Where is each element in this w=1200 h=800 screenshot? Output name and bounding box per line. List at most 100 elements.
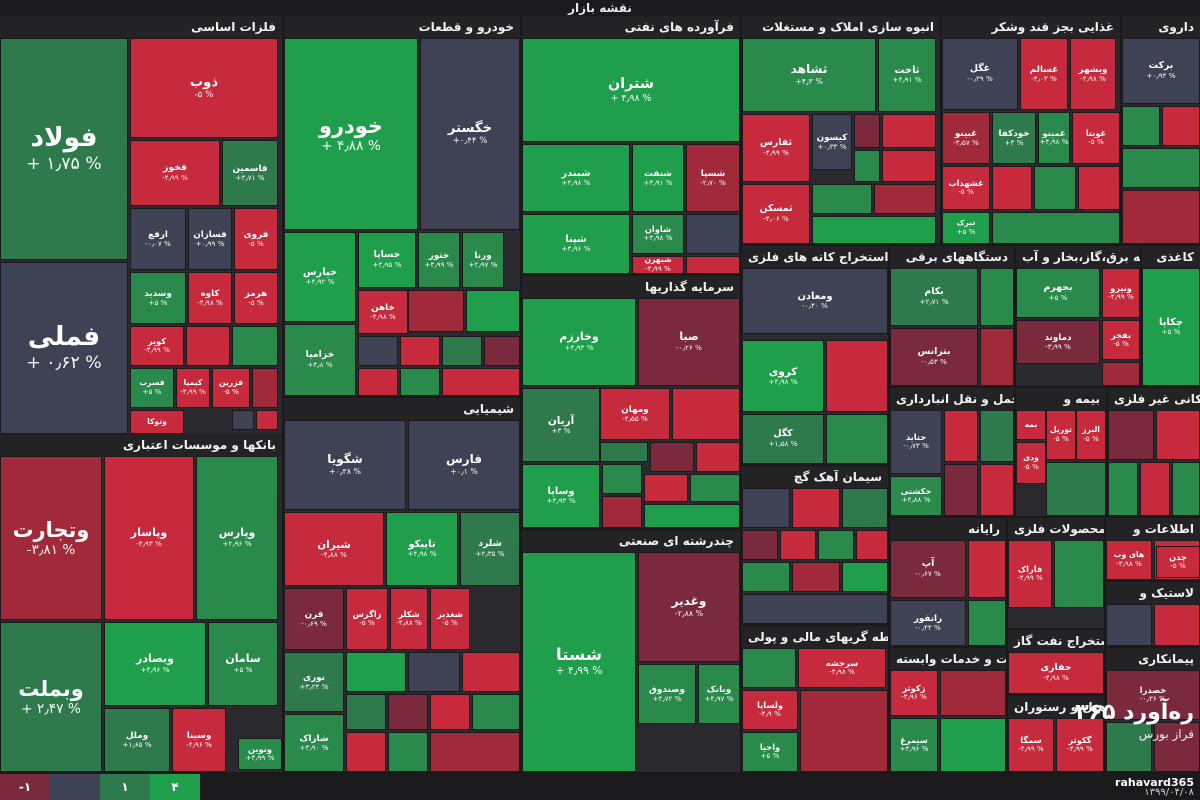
sector-title[interactable]: فلزات اساسی [0, 16, 282, 38]
stock-tile-unlabeled[interactable] [256, 410, 278, 430]
stock-tile[interactable]: سرجشه -۴٫۹۸ % [798, 648, 886, 688]
stock-tile-unlabeled[interactable] [980, 268, 1014, 326]
stock-tile-unlabeled[interactable] [980, 328, 1014, 386]
stock-tile[interactable]: غسالم -۴٫۰۳ % [1020, 38, 1068, 110]
stock-tile[interactable]: کروی +۴٫۹۸ % [742, 340, 824, 412]
stock-tile-unlabeled[interactable] [388, 694, 428, 730]
stock-tile[interactable]: ونیرو -۴٫۹۹ % [1102, 268, 1140, 318]
stock-tile[interactable]: شبهرن -۴٫۹۹ % [632, 256, 684, 274]
stock-tile-unlabeled[interactable] [400, 336, 440, 366]
stock-tile[interactable]: شسپا -۲٫۷۰ % [686, 144, 740, 212]
stock-tile[interactable]: وسدید +۵ % [130, 272, 186, 324]
stock-tile-unlabeled[interactable] [408, 290, 464, 332]
stock-tile[interactable]: سمگا -۴٫۹۹ % [1008, 718, 1054, 772]
stock-tile[interactable]: واحیا +۵ % [742, 732, 798, 772]
stock-tile-unlabeled[interactable] [882, 114, 936, 148]
stock-tile-unlabeled[interactable] [462, 652, 520, 692]
stock-tile[interactable]: ثاخت +۴٫۹۱ % [878, 38, 936, 112]
stock-tile[interactable]: وسینا -۴٫۹۶ % [172, 708, 226, 772]
stock-tile[interactable]: ثمسکن -۴٫۰۶ % [742, 184, 810, 244]
sector-title[interactable]: محصولات فلزی [1008, 518, 1104, 540]
stock-tile-unlabeled[interactable] [826, 414, 888, 464]
stock-tile[interactable]: صبا -۰٫۲۶ % [638, 298, 740, 386]
stock-tile[interactable]: زاگرس -۵ % [346, 588, 388, 650]
stock-tile-unlabeled[interactable] [742, 562, 790, 592]
stock-tile[interactable]: بفجر -۵ % [1102, 320, 1140, 360]
stock-tile-unlabeled[interactable] [854, 114, 880, 148]
stock-tile-unlabeled[interactable] [854, 150, 880, 182]
sector-title[interactable]: سرمایه گذاریها [522, 276, 740, 298]
stock-tile[interactable]: ثفارس -۴٫۹۹ % [742, 114, 810, 182]
sector-title[interactable]: رایانه [890, 518, 1006, 540]
stock-tile[interactable]: کاوه -۴٫۹۸ % [188, 272, 232, 324]
stock-tile[interactable]: ارفع -۰٫۰۷ % [130, 208, 186, 270]
stock-tile-unlabeled[interactable] [742, 648, 796, 688]
stock-tile[interactable]: فسازان +۰٫۹۹ % [188, 208, 232, 270]
stock-tile[interactable]: کویر -۴٫۹۹ % [130, 326, 184, 366]
stock-tile[interactable]: کیسون +۰٫۳۳ % [812, 114, 852, 170]
stock-tile[interactable]: شتران + ۴٫۹۸ % [522, 38, 740, 142]
stock-tile[interactable]: خودرو + ۴٫۸۸ % [284, 38, 418, 230]
stock-tile[interactable]: ونوین +۴٫۹۹ % [238, 738, 282, 770]
stock-tile-unlabeled[interactable] [346, 732, 386, 772]
stock-tile-unlabeled[interactable] [346, 694, 386, 730]
stock-tile-unlabeled[interactable] [1108, 410, 1154, 460]
stock-tile-unlabeled[interactable] [358, 368, 398, 396]
stock-tile-unlabeled[interactable] [780, 530, 816, 560]
stock-tile-unlabeled[interactable] [940, 718, 1006, 772]
stock-tile[interactable]: فروی -۵ % [234, 208, 278, 270]
stock-tile[interactable]: ودی -۵ % [1016, 442, 1046, 484]
stock-tile-unlabeled[interactable] [812, 184, 872, 214]
sector-title[interactable]: خودرو و قطعات [284, 16, 520, 38]
stock-tile-unlabeled[interactable] [644, 504, 740, 528]
sector-title[interactable]: شیمیایی [284, 398, 520, 420]
stock-tile[interactable]: غشهداب -۵ % [942, 166, 990, 210]
stock-tile[interactable]: خپارس +۴٫۹۲ % [284, 232, 356, 322]
stock-tile[interactable]: وبصادر +۴٫۹۶ % [104, 622, 206, 706]
stock-tile-unlabeled[interactable] [980, 464, 1014, 516]
stock-tile[interactable]: بکام +۲٫۷۱ % [890, 268, 978, 326]
stock-tile-unlabeled[interactable] [1034, 166, 1076, 210]
stock-tile[interactable]: غگل -۰٫۳۹ % [942, 38, 1018, 110]
stock-tile[interactable]: شاوان +۴٫۹۸ % [632, 214, 684, 254]
stock-tile-unlabeled[interactable] [1122, 148, 1200, 188]
stock-tile-unlabeled[interactable] [602, 464, 642, 494]
stock-tile[interactable]: نوری +۳٫۲۴ % [284, 652, 344, 712]
stock-tile-unlabeled[interactable] [742, 530, 778, 560]
stock-tile-unlabeled[interactable] [400, 368, 440, 396]
stock-tile-unlabeled[interactable] [818, 530, 854, 560]
stock-tile-unlabeled[interactable] [472, 694, 520, 730]
stock-tile[interactable]: فسرب +۵ % [130, 368, 174, 408]
stock-tile-unlabeled[interactable] [442, 336, 482, 366]
stock-tile[interactable]: ختور +۴٫۹۹ % [418, 232, 460, 288]
stock-tile[interactable]: های وب -۴٫۹۸ % [1106, 540, 1152, 580]
stock-tile[interactable]: خگستر +۰٫۴۴ % [420, 38, 520, 230]
stock-tile[interactable]: شیران -۴٫۸۸ % [284, 512, 384, 586]
stock-tile[interactable]: شگویا +۰٫۳۸ % [284, 420, 406, 510]
stock-tile[interactable]: خاهن -۴٫۹۸ % [358, 290, 408, 334]
stock-tile[interactable]: خودکفا +۳ % [992, 112, 1036, 164]
sector-title[interactable]: زراعت و خدمات وابسته [890, 648, 1006, 670]
stock-tile[interactable]: کیمیا -۴٫۹۹ % [176, 368, 210, 408]
stock-tile[interactable]: فخوز -۴٫۹۹ % [130, 140, 220, 206]
stock-tile-unlabeled[interactable] [940, 670, 1006, 716]
stock-tile[interactable]: دماوند -۳٫۹۹ % [1016, 320, 1100, 364]
stock-tile-unlabeled[interactable] [1078, 166, 1120, 210]
stock-tile-unlabeled[interactable] [484, 336, 520, 366]
sector-title[interactable]: غذایی بجز قند وشکر [942, 16, 1120, 38]
sector-title[interactable]: کانی غیر فلزی [1108, 388, 1200, 410]
stock-tile[interactable]: خزامیا +۴٫۸ % [284, 324, 356, 396]
stock-tile[interactable]: کگل +۱٫۵۸ % [742, 414, 824, 464]
sector-title[interactable]: دستگاههای برقی [890, 246, 1014, 268]
stock-tile[interactable]: وتوکا [130, 410, 184, 434]
sector-title[interactable]: بیمه و [1016, 388, 1106, 410]
stock-tile[interactable]: وملل +۱٫۶۵ % [104, 708, 170, 772]
stock-tile[interactable]: تاپیکو +۴٫۹۸ % [386, 512, 458, 586]
stock-tile[interactable]: سامان +۵ % [208, 622, 278, 706]
stock-tile-unlabeled[interactable] [1122, 190, 1200, 244]
stock-tile-unlabeled[interactable] [252, 368, 278, 408]
stock-tile-unlabeled[interactable] [408, 652, 460, 692]
sector-title[interactable]: سیمان آهک گچ [742, 466, 888, 488]
stock-tile[interactable]: فاراک -۴٫۹۹ % [1008, 540, 1052, 608]
stock-tile[interactable]: شکلر -۴٫۸۸ % [390, 588, 428, 650]
